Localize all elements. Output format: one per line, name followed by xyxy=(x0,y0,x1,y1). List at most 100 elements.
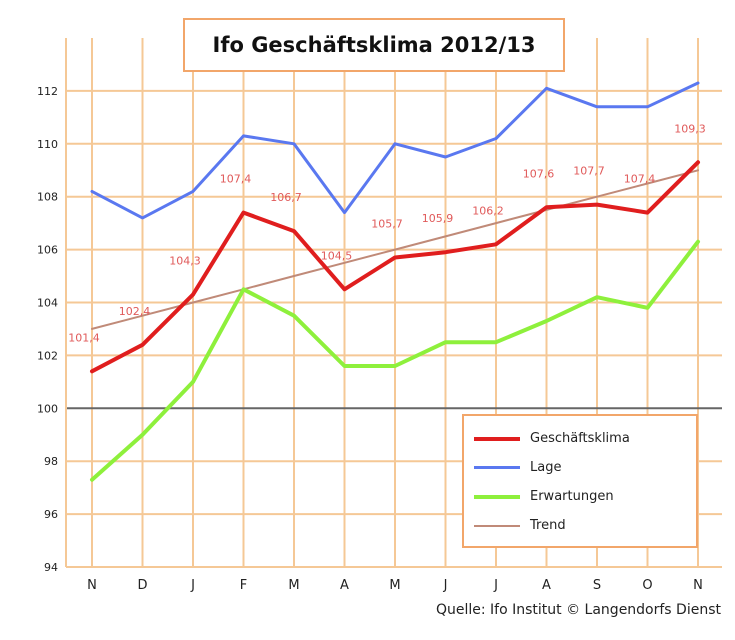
x-tick-label: A xyxy=(542,578,551,593)
data-point-lage xyxy=(293,142,296,145)
x-tick-label: J xyxy=(443,578,448,593)
legend-item-erwartungen: Erwartungen xyxy=(474,482,686,511)
data-label: 102,4 xyxy=(119,305,151,318)
y-tick-label: 96 xyxy=(44,508,58,521)
data-point-geschaeftsklima xyxy=(697,161,700,164)
data-point-erwartungen xyxy=(91,478,94,481)
y-tick-label: 112 xyxy=(37,85,58,98)
legend-label: Lage xyxy=(530,460,562,475)
legend-swatch-erwartungen xyxy=(474,494,520,499)
legend-label: Trend xyxy=(530,518,566,533)
data-point-geschaeftsklima xyxy=(91,370,94,373)
data-point-erwartungen xyxy=(646,306,649,309)
legend-item-lage: Lage xyxy=(474,453,686,482)
data-point-erwartungen xyxy=(343,364,346,367)
data-label: 101,4 xyxy=(68,331,100,344)
x-tick-label: N xyxy=(87,578,97,593)
data-point-geschaeftsklima xyxy=(545,206,548,209)
data-point-erwartungen xyxy=(242,288,245,291)
data-point-lage xyxy=(545,87,548,90)
data-point-geschaeftsklima xyxy=(646,211,649,214)
legend: Geschäftsklima Lage Erwartungen Trend xyxy=(462,414,698,548)
data-point-geschaeftsklima xyxy=(394,256,397,259)
y-tick-label: 102 xyxy=(37,349,58,362)
data-point-trend xyxy=(293,275,296,278)
x-tick-label: J xyxy=(190,578,195,593)
data-label: 107,7 xyxy=(573,165,605,178)
data-point-lage xyxy=(697,81,700,84)
data-point-lage xyxy=(495,137,498,140)
data-point-erwartungen xyxy=(697,240,700,243)
data-point-geschaeftsklima xyxy=(242,211,245,214)
legend-swatch-trend xyxy=(474,524,520,527)
legend-item-geschaeftsklima: Geschäftsklima xyxy=(474,424,686,453)
data-point-trend xyxy=(91,327,94,330)
x-tick-label: D xyxy=(137,578,147,593)
data-label: 107,6 xyxy=(523,167,555,180)
data-point-lage xyxy=(242,134,245,137)
y-tick-label: 108 xyxy=(37,191,58,204)
x-tick-label: O xyxy=(642,578,652,593)
x-tick-label: M xyxy=(389,578,400,593)
legend-swatch-geschaeftsklima xyxy=(474,436,520,441)
data-point-geschaeftsklima xyxy=(293,230,296,233)
x-tick-label: J xyxy=(493,578,498,593)
x-tick-label: N xyxy=(693,578,703,593)
data-point-geschaeftsklima xyxy=(141,343,144,346)
y-tick-label: 98 xyxy=(44,455,58,468)
x-tick-label: M xyxy=(288,578,299,593)
data-point-trend xyxy=(495,222,498,225)
legend-label: Erwartungen xyxy=(530,489,614,504)
y-tick-label: 106 xyxy=(37,244,58,257)
data-point-erwartungen xyxy=(192,380,195,383)
data-label: 105,9 xyxy=(422,212,454,225)
data-label: 107,4 xyxy=(624,173,656,186)
data-label: 106,7 xyxy=(270,191,302,204)
data-label: 106,2 xyxy=(472,204,504,217)
data-point-trend xyxy=(697,169,700,172)
y-tick-label: 100 xyxy=(37,402,58,415)
data-point-erwartungen xyxy=(394,364,397,367)
data-point-trend xyxy=(192,301,195,304)
x-tick-label: F xyxy=(240,578,247,593)
source-note: Quelle: Ifo Institut © Langendorfs Diens… xyxy=(435,602,721,618)
data-label: 105,7 xyxy=(371,218,403,231)
data-point-erwartungen xyxy=(444,341,447,344)
data-label: 107,4 xyxy=(220,173,252,186)
legend-item-trend: Trend xyxy=(474,511,686,540)
data-label: 109,3 xyxy=(674,122,706,135)
series-line-geschaeftsklima xyxy=(90,160,700,374)
data-point-lage xyxy=(646,105,649,108)
data-point-lage xyxy=(343,211,346,214)
data-point-erwartungen xyxy=(495,341,498,344)
chart-title: Ifo Geschäftsklima 2012/13 xyxy=(183,18,565,72)
data-point-lage xyxy=(192,190,195,193)
data-point-lage xyxy=(91,190,94,193)
data-point-geschaeftsklima xyxy=(192,293,195,296)
data-point-trend xyxy=(444,235,447,238)
data-point-trend xyxy=(394,248,397,251)
data-point-erwartungen xyxy=(545,320,548,323)
data-point-lage xyxy=(444,156,447,159)
x-tick-label: S xyxy=(593,578,601,593)
y-tick-label: 110 xyxy=(37,138,58,151)
y-tick-label: 94 xyxy=(44,561,58,574)
series-line-trend xyxy=(91,169,699,330)
data-point-geschaeftsklima xyxy=(343,288,346,291)
data-point-geschaeftsklima xyxy=(596,203,599,206)
data-label: 104,5 xyxy=(321,249,353,262)
series-line-lage xyxy=(90,81,700,220)
series-line-erwartungen xyxy=(90,239,700,482)
legend-label: Geschäftsklima xyxy=(530,431,630,446)
data-point-geschaeftsklima xyxy=(444,251,447,254)
legend-swatch-lage xyxy=(474,466,520,469)
y-tick-label: 104 xyxy=(37,297,58,310)
x-tick-label: A xyxy=(340,578,349,593)
data-point-lage xyxy=(141,216,144,219)
data-point-lage xyxy=(394,142,397,145)
data-point-lage xyxy=(596,105,599,108)
data-point-erwartungen xyxy=(293,314,296,317)
data-point-erwartungen xyxy=(596,296,599,299)
data-point-erwartungen xyxy=(141,433,144,436)
